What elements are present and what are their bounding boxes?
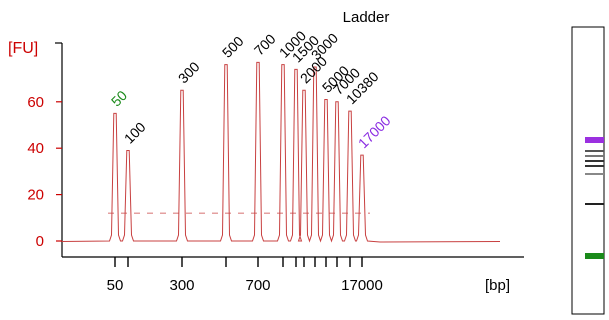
gel-band	[585, 203, 604, 205]
gel-band	[585, 253, 604, 259]
x-tick-label: 17000	[341, 277, 383, 294]
peak-label-50: 50	[108, 87, 130, 109]
gel-band	[585, 160, 604, 162]
ladder-trace	[61, 61, 501, 243]
peak-label-500: 500	[219, 33, 247, 61]
peak-label-700: 700	[251, 30, 279, 58]
gel-band	[585, 155, 604, 157]
peak-label-300: 300	[175, 58, 203, 86]
x-axis-label: [bp]	[485, 277, 510, 294]
peak-label-100: 100	[121, 119, 149, 147]
x-tick-label: 50	[107, 277, 124, 294]
y-axis-label: [FU]	[8, 40, 38, 57]
chart-title: Ladder	[343, 9, 390, 26]
x-tick-label: 300	[169, 277, 194, 294]
gel-band	[585, 150, 604, 152]
y-tick-label: 0	[36, 233, 44, 250]
gel-band	[585, 173, 604, 175]
gel-band	[585, 137, 604, 143]
x-tick-label: 700	[245, 277, 270, 294]
y-tick-label: 20	[27, 187, 44, 204]
peak-label-17000: 17000	[355, 112, 394, 151]
y-tick-label: 40	[27, 140, 44, 157]
y-tick-label: 60	[27, 94, 44, 111]
gel-band	[585, 165, 604, 167]
gel-lane-frame	[571, 26, 605, 315]
